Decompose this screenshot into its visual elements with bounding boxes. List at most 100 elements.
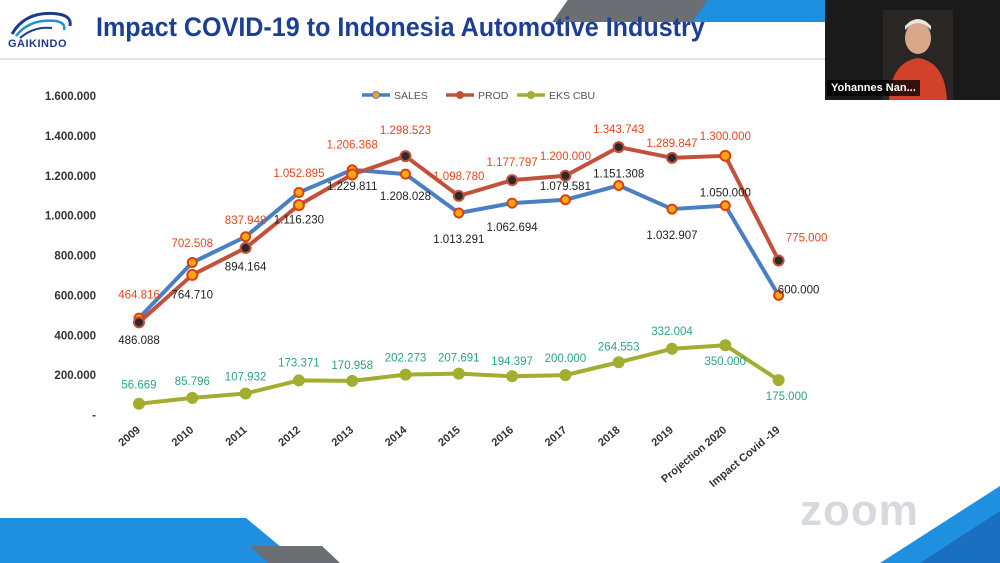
data-label: 264.553 [598, 341, 640, 353]
data-label: 775.000 [786, 232, 828, 244]
x-tick-label: 2011 [224, 424, 250, 449]
page-title: Impact COVID-19 to Indonesia Automotive … [96, 12, 705, 42]
data-label: 1.298.523 [380, 125, 431, 137]
x-tick-label: 2014 [383, 424, 410, 449]
y-tick-label: 1.200.000 [45, 171, 96, 183]
data-point [346, 374, 359, 387]
data-point [612, 356, 625, 369]
y-tick-label: 800.000 [54, 251, 96, 263]
data-point [399, 368, 412, 381]
line-chart: - 200.000 400.000 600.000 800.000 1.000.000 1.… [45, 90, 828, 490]
data-label: 207.691 [438, 353, 480, 365]
chart-series [133, 141, 785, 410]
x-axis: 2009 2010 2011 2012 2013 2014 2015 2016 2017 2018… [116, 424, 782, 490]
data-point [133, 397, 145, 410]
data-label: 1.116.230 [274, 214, 324, 226]
data-label: 1.208.028 [380, 191, 431, 203]
data-point [239, 241, 252, 254]
data-point [186, 257, 198, 269]
data-label: 486.088 [118, 335, 160, 347]
x-tick-label: 2016 [490, 424, 516, 449]
data-label: 175.000 [766, 391, 808, 403]
data-point [772, 254, 785, 267]
x-tick-label: 2013 [330, 424, 356, 449]
data-label: 702.508 [172, 238, 214, 250]
data-point [559, 369, 572, 382]
data-label: 194.397 [491, 356, 533, 368]
data-label: 1.098.780 [433, 171, 484, 183]
data-point [453, 207, 465, 219]
data-label: 56.669 [121, 380, 156, 392]
data-point [346, 168, 359, 181]
data-label: 332.004 [651, 326, 693, 338]
data-label: 107.932 [225, 371, 267, 383]
y-tick-label: 1.600.000 [45, 91, 96, 103]
data-point [292, 374, 305, 387]
data-point [719, 200, 731, 212]
x-tick-label: 2017 [543, 424, 569, 449]
data-label: 1.229.811 [327, 181, 377, 193]
data-point [719, 339, 732, 352]
data-point [666, 203, 678, 215]
gaikindo-logo-icon [10, 11, 72, 39]
data-point [240, 231, 252, 243]
data-label: 1.013.291 [433, 234, 484, 246]
legend-marker [372, 91, 380, 99]
data-point [612, 141, 625, 154]
data-label: 600.000 [778, 284, 820, 296]
data-label: 1.062.694 [487, 222, 539, 234]
x-tick-label: 2012 [276, 424, 302, 449]
data-point [239, 387, 252, 400]
data-point [452, 367, 465, 380]
data-label: 464.816 [118, 289, 160, 301]
y-axis: - 200.000 400.000 600.000 800.000 1.000.000 1.… [45, 91, 96, 422]
y-tick-label: 1.400.000 [45, 131, 96, 143]
data-point [772, 374, 785, 387]
x-tick-label: 2018 [596, 424, 622, 449]
data-point [293, 186, 305, 198]
data-label: 350.000 [705, 356, 747, 368]
data-point [186, 268, 199, 281]
x-tick-label: 2019 [649, 424, 675, 449]
data-point [559, 169, 572, 182]
y-tick-label: - [92, 410, 96, 422]
data-label: 1.151.308 [593, 168, 644, 180]
legend-label: PROD [478, 90, 509, 102]
data-label: 1.032.907 [646, 230, 697, 242]
data-label: 1.289.847 [646, 138, 697, 150]
data-label: 1.200.000 [540, 151, 591, 163]
data-point [719, 149, 732, 162]
data-point [506, 197, 518, 209]
data-label: 1.177.797 [487, 157, 538, 169]
video-thumbnail[interactable]: Yohannes Nan... [825, 0, 1000, 100]
footer-stripe-blue [0, 518, 300, 563]
data-label: 1.206.368 [327, 139, 378, 151]
data-point [399, 150, 412, 163]
data-point [292, 199, 305, 212]
data-label: 85.796 [175, 376, 210, 388]
data-label: 764.710 [172, 290, 214, 302]
data-point [613, 179, 625, 191]
data-label: 173.371 [278, 357, 320, 369]
data-point [773, 289, 785, 301]
data-point [666, 151, 678, 164]
legend-label: SALES [394, 90, 428, 102]
logo-text: GAIKINDO [8, 38, 67, 50]
data-label: 202.273 [385, 353, 427, 365]
legend-marker [527, 91, 535, 99]
data-point [452, 189, 465, 202]
data-point [506, 370, 519, 383]
y-tick-label: 600.000 [54, 290, 96, 302]
legend-label: EKS CBU [549, 90, 595, 102]
y-tick-label: 400.000 [54, 330, 96, 342]
data-label: 1.050.000 [700, 188, 751, 200]
y-tick-label: 200.000 [54, 370, 96, 382]
zoom-watermark: zoom [800, 486, 919, 535]
data-label: 894.164 [225, 262, 267, 274]
footer-corner-decoration [880, 486, 1000, 563]
x-tick-label: 2009 [116, 424, 142, 449]
title-divider [0, 58, 825, 60]
data-labels: 486.088764.710894.1641.116.2301.229.8111… [118, 124, 827, 403]
legend-marker [456, 91, 464, 99]
data-point [666, 342, 678, 355]
